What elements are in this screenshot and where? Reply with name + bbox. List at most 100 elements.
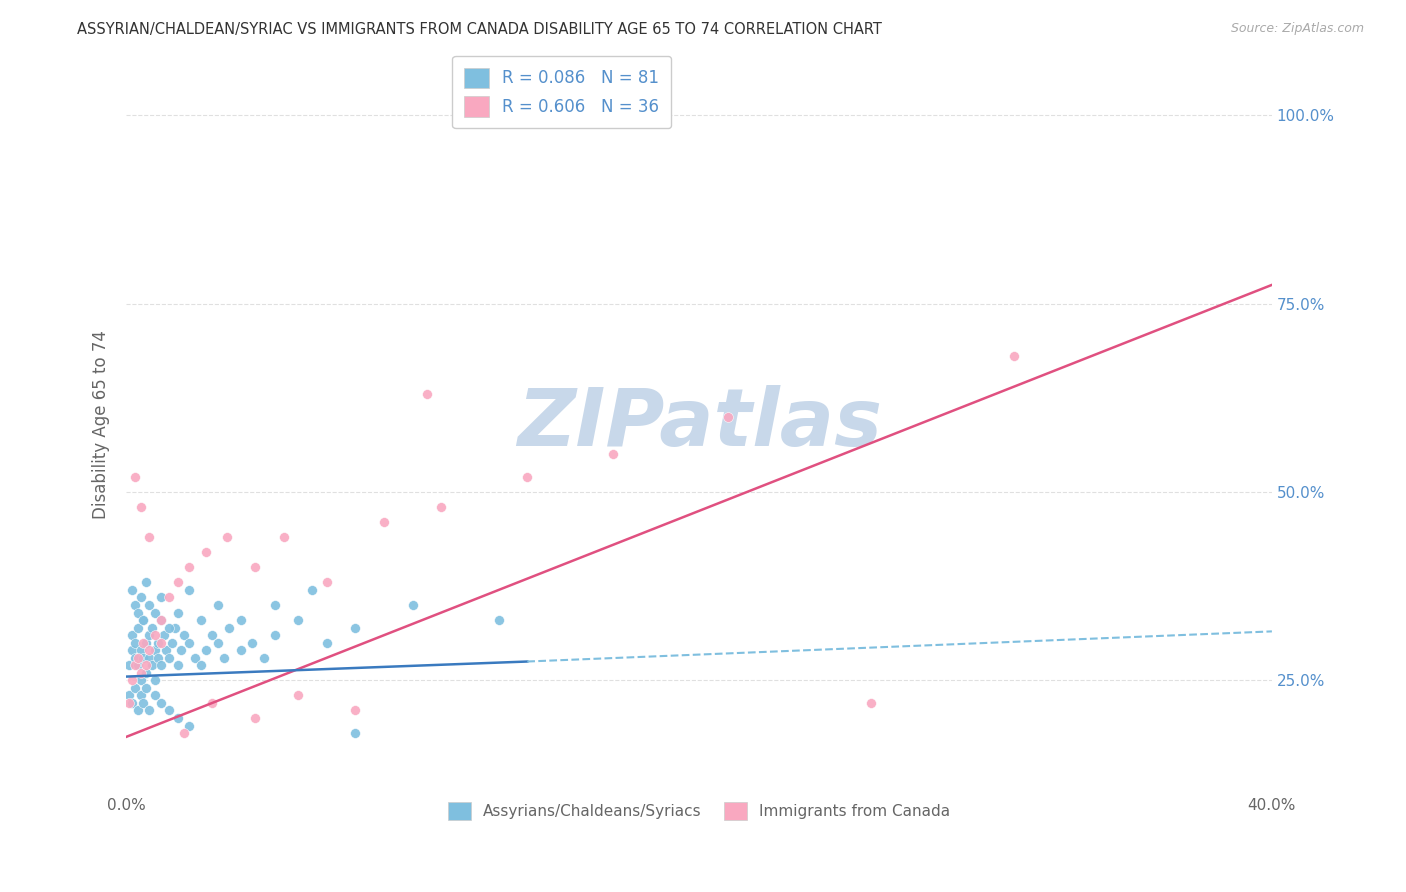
Point: [138, 530, 160, 544]
Point: [430, 500, 453, 514]
Point: [135, 636, 157, 650]
Point: [152, 628, 174, 642]
Point: [124, 658, 146, 673]
Point: [264, 598, 287, 612]
Point: [207, 636, 229, 650]
Point: [212, 650, 235, 665]
Point: [207, 598, 229, 612]
Point: [287, 613, 309, 627]
Point: [129, 643, 152, 657]
Point: [146, 636, 169, 650]
Point: [201, 696, 224, 710]
Point: [157, 704, 180, 718]
Point: [179, 582, 201, 597]
Point: [215, 530, 238, 544]
Point: [124, 681, 146, 695]
Point: [143, 643, 166, 657]
Point: [124, 598, 146, 612]
Point: [184, 650, 207, 665]
Point: [135, 575, 157, 590]
Point: [118, 696, 141, 710]
Point: [129, 500, 152, 514]
Point: [344, 704, 367, 718]
Point: [157, 591, 180, 605]
Point: [315, 575, 337, 590]
Point: [121, 643, 143, 657]
Point: [416, 387, 439, 401]
Point: [195, 545, 218, 559]
Point: [157, 621, 180, 635]
Point: [141, 621, 163, 635]
Point: [315, 636, 337, 650]
Point: [264, 628, 287, 642]
Point: [124, 636, 146, 650]
Point: [243, 560, 266, 574]
Point: [143, 628, 166, 642]
Point: [124, 470, 146, 484]
Point: [143, 606, 166, 620]
Point: [190, 658, 212, 673]
Point: [166, 606, 188, 620]
Point: [179, 560, 201, 574]
Point: [373, 515, 395, 529]
Point: [157, 650, 180, 665]
Point: [149, 696, 172, 710]
Point: [516, 470, 538, 484]
Point: [149, 636, 172, 650]
Point: [173, 628, 195, 642]
Point: [127, 606, 149, 620]
Point: [195, 643, 218, 657]
Point: [135, 665, 157, 680]
Point: [166, 658, 188, 673]
Point: [287, 689, 309, 703]
Point: [602, 447, 624, 461]
Text: Source: ZipAtlas.com: Source: ZipAtlas.com: [1230, 22, 1364, 36]
Point: [149, 613, 172, 627]
Point: [132, 696, 155, 710]
Point: [149, 613, 172, 627]
Point: [502, 93, 524, 107]
Point: [138, 628, 160, 642]
Point: [135, 658, 157, 673]
Point: [201, 628, 224, 642]
Point: [402, 598, 425, 612]
Point: [717, 409, 740, 424]
Point: [149, 658, 172, 673]
Point: [859, 696, 882, 710]
Point: [166, 711, 188, 725]
Legend: Assyrians/Chaldeans/Syriacs, Immigrants from Canada: Assyrians/Chaldeans/Syriacs, Immigrants …: [441, 796, 956, 826]
Point: [229, 613, 252, 627]
Point: [132, 613, 155, 627]
Point: [121, 673, 143, 688]
Point: [344, 726, 367, 740]
Point: [155, 643, 177, 657]
Point: [127, 658, 149, 673]
Point: [124, 650, 146, 665]
Point: [179, 718, 201, 732]
Point: [138, 598, 160, 612]
Point: [179, 636, 201, 650]
Point: [138, 704, 160, 718]
Point: [229, 643, 252, 657]
Point: [121, 582, 143, 597]
Point: [163, 621, 186, 635]
Point: [344, 621, 367, 635]
Point: [132, 613, 155, 627]
Point: [218, 621, 240, 635]
Point: [190, 613, 212, 627]
Point: [121, 696, 143, 710]
Point: [253, 650, 276, 665]
Point: [127, 650, 149, 665]
Point: [273, 530, 295, 544]
Point: [129, 665, 152, 680]
Point: [243, 711, 266, 725]
Point: [1002, 350, 1025, 364]
Point: [143, 689, 166, 703]
Point: [135, 681, 157, 695]
Point: [160, 636, 183, 650]
Point: [170, 643, 193, 657]
Point: [173, 726, 195, 740]
Point: [488, 613, 510, 627]
Text: ZIPatlas: ZIPatlas: [516, 385, 882, 463]
Point: [129, 689, 152, 703]
